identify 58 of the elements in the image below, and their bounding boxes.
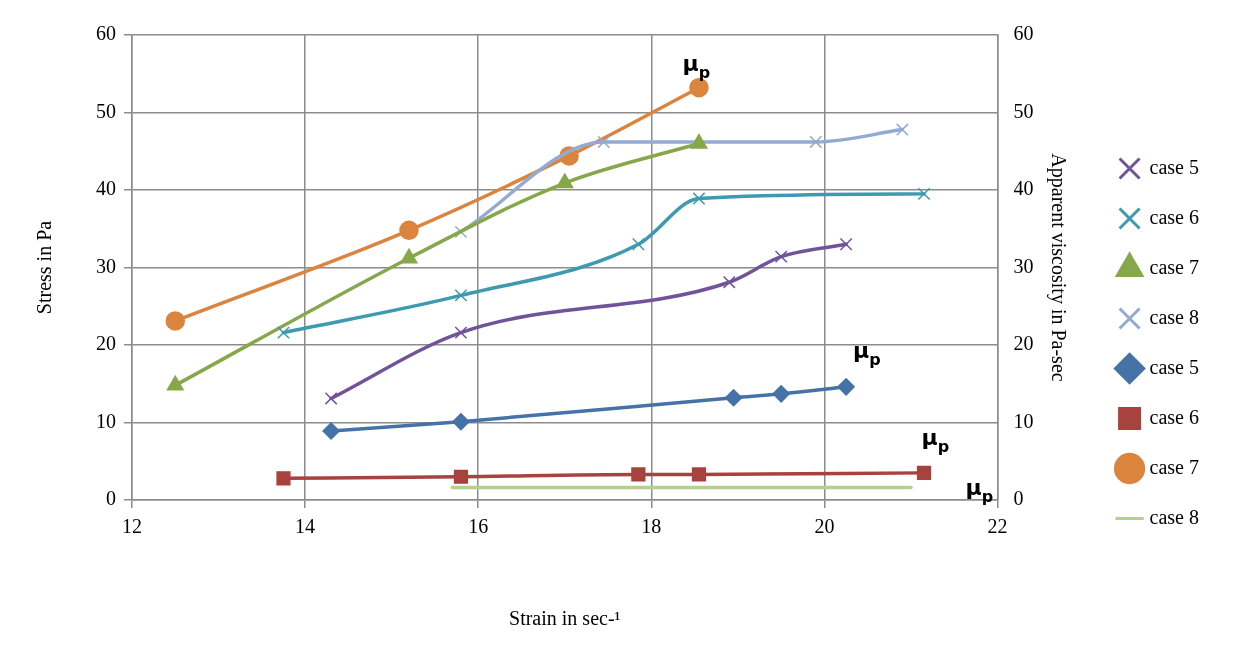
y2-tick-label: 10	[1013, 409, 1034, 432]
y-tick-label: 50	[96, 99, 116, 122]
point	[597, 135, 611, 149]
point	[454, 288, 468, 302]
point	[631, 467, 646, 482]
point	[722, 275, 736, 289]
point	[322, 422, 340, 440]
point	[772, 385, 790, 403]
point	[556, 173, 574, 189]
point	[917, 187, 931, 201]
y-tick-label: 40	[96, 177, 116, 200]
x-tick-label: 18	[641, 515, 662, 538]
point	[839, 237, 853, 251]
legend-label: case 5	[1149, 155, 1200, 178]
point	[452, 412, 470, 431]
legend-label: case 6	[1149, 205, 1200, 228]
y2-tick-label: 0	[1013, 487, 1024, 510]
legend-label: case 7	[1149, 255, 1200, 278]
point	[277, 326, 290, 340]
x-tick-label: 16	[468, 515, 489, 538]
y-tick-label: 0	[106, 487, 116, 510]
point	[724, 388, 743, 407]
x-tick-label: 20	[814, 515, 835, 538]
point	[276, 471, 291, 486]
legend-label: case 6	[1149, 405, 1200, 428]
point	[399, 220, 419, 241]
point	[454, 326, 468, 340]
point	[631, 237, 645, 251]
point	[774, 250, 788, 264]
y-tick-label: 10	[96, 409, 116, 432]
y-tick-label: 30	[96, 254, 116, 277]
point	[809, 135, 823, 149]
legend-label: case 5	[1149, 355, 1200, 378]
legend-label: case 8	[1149, 505, 1200, 528]
point	[895, 123, 909, 136]
point	[324, 392, 338, 405]
point	[453, 469, 469, 484]
y2-tick-label: 60	[1013, 22, 1034, 45]
legend-label: case 7	[1149, 455, 1200, 478]
point	[916, 465, 932, 480]
point	[691, 467, 707, 482]
x-axis-title: Strain in sec-¹	[509, 607, 621, 630]
y2-tick-label: 20	[1013, 332, 1034, 355]
x-tick-label: 12	[122, 515, 142, 538]
y-axis-title: Stress in Pa	[33, 220, 56, 315]
y2-tick-label: 40	[1013, 177, 1034, 200]
y2-tick-label: 30	[1013, 254, 1034, 277]
point	[165, 311, 186, 331]
y-tick-label: 20	[96, 332, 116, 355]
y-tick-label: 60	[96, 22, 116, 45]
x-tick-label: 22	[987, 515, 1008, 538]
point	[454, 225, 468, 239]
point	[837, 378, 855, 396]
x-tick-label: 14	[295, 515, 316, 538]
y2-axis-title: Apparent viscosity in Pa-sec	[1047, 153, 1071, 382]
legend-label: case 8	[1149, 305, 1200, 328]
y2-tick-label: 50	[1013, 99, 1034, 122]
point	[692, 192, 706, 205]
